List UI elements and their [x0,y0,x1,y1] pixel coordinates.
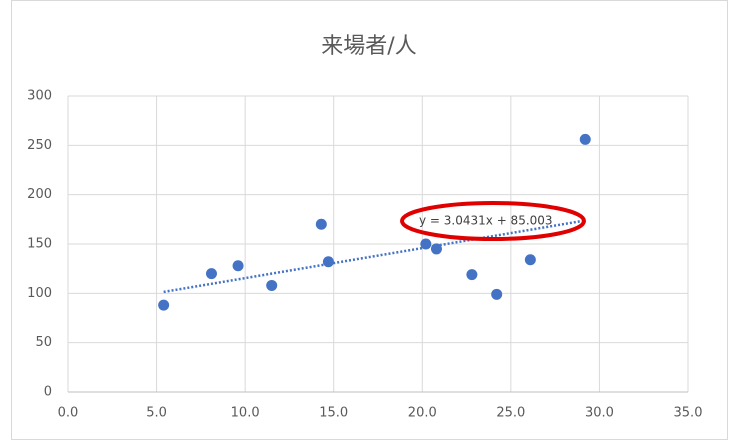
point [158,299,170,311]
trendline [163,219,586,294]
x-tick-label: 35.0 [674,406,703,421]
y-tick-label: 200 [27,187,52,202]
x-tick-label: 10.0 [231,406,260,421]
point [466,269,478,281]
chart-title: 来場者/人 [321,34,416,59]
x-tick-label: 0.0 [58,406,79,421]
chart-frame [11,0,728,440]
y-tick-label: 0 [44,385,52,400]
plot-area: 0 50 100 150 200 250 300 0.0 5.0 10.0 15.0 20.0 25.0… [27,89,702,421]
point [491,288,503,300]
y-tick-label: 150 [27,237,52,252]
trendline-equation: y = 3.0431x + 85.003 [419,214,553,228]
y-tick-label: 250 [27,138,52,153]
y-tick-label: 100 [27,286,52,301]
point [266,279,278,291]
point [524,254,536,266]
point [322,256,334,268]
y-tick-label: 300 [27,89,52,104]
y-tick-label: 50 [35,335,52,350]
point [579,133,591,145]
point [232,260,244,272]
point [315,218,327,230]
x-tick-label: 25.0 [496,406,525,421]
x-tick-label: 15.0 [319,406,348,421]
x-tick-label: 30.0 [585,406,614,421]
annotation-ellipse [400,201,586,241]
point [205,268,217,280]
x-tick-label: 5.0 [146,406,167,421]
x-tick-label: 20.0 [408,406,437,421]
